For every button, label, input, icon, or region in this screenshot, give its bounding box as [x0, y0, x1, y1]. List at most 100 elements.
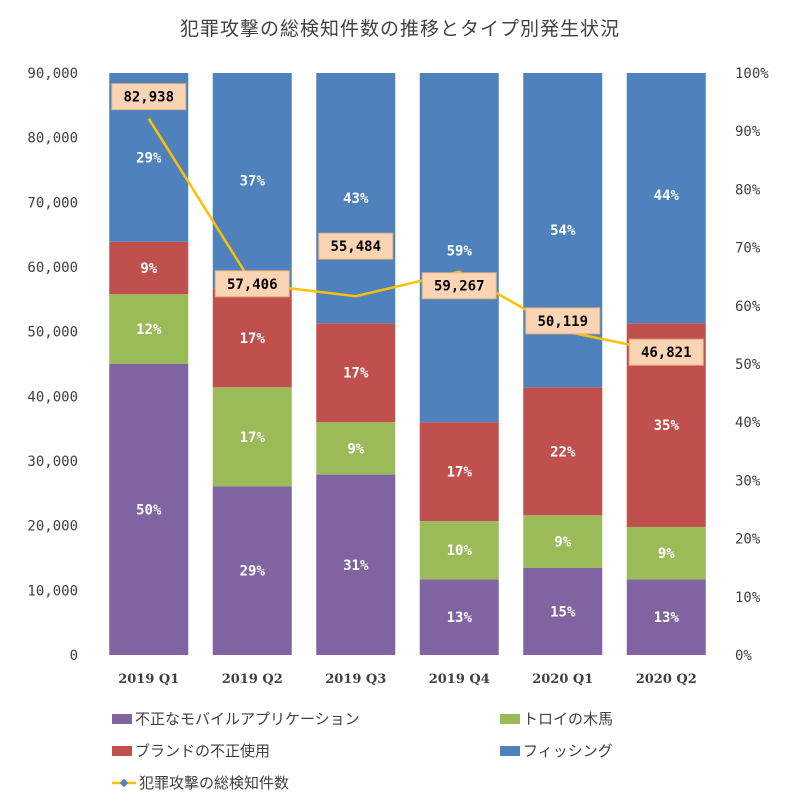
bar-segment	[523, 567, 603, 655]
data-label: 44%	[654, 188, 680, 204]
bar-segment	[212, 387, 292, 487]
x-tick-label: 2019 Q4	[429, 672, 490, 687]
line-data-label: 57,406	[227, 277, 278, 293]
line-data-label-box	[111, 83, 187, 111]
legend-swatch	[500, 745, 520, 756]
legend-swatch	[112, 745, 132, 756]
data-label: 13%	[654, 610, 680, 626]
x-tick-label: 2019 Q1	[118, 672, 179, 687]
bar-segment	[109, 294, 189, 364]
bar-segment	[109, 364, 189, 655]
y-right-tick-label: 30%	[735, 473, 761, 489]
data-label: 17%	[447, 465, 473, 481]
bar-segment	[316, 323, 396, 423]
bar-segment	[109, 241, 189, 295]
line-series	[147, 118, 667, 354]
bar-segment	[316, 73, 396, 324]
data-label: 37%	[240, 174, 266, 190]
y-right-tick-label: 80%	[735, 182, 761, 198]
x-tick-label: 2020 Q1	[532, 672, 593, 687]
data-label: 9%	[658, 546, 675, 562]
data-label: 29%	[136, 150, 162, 166]
y-left-tick-label: 70,000	[27, 195, 78, 211]
data-label: 9%	[554, 535, 571, 551]
data-label: 22%	[550, 444, 576, 460]
line-data-label-box	[628, 338, 704, 366]
data-label: 17%	[240, 331, 266, 347]
legend-item-3: フィッシング	[500, 740, 613, 761]
data-label: 9%	[347, 441, 364, 457]
bar-segment	[626, 579, 706, 655]
data-label: 13%	[447, 610, 473, 626]
y-left-tick-label: 80,000	[27, 131, 78, 147]
y-right-tick-label: 70%	[735, 241, 761, 257]
line-data-label: 55,484	[330, 239, 381, 255]
bar-segment	[212, 288, 292, 388]
data-label: 9%	[140, 261, 157, 277]
data-label: 50%	[136, 503, 162, 519]
y-right-tick-label: 0%	[735, 648, 752, 664]
y-right-tick-label: 10%	[735, 590, 761, 606]
data-label: 54%	[550, 223, 576, 239]
line-data-label-box	[214, 270, 290, 298]
x-tick-label: 2019 Q3	[325, 672, 386, 687]
legend-item-line: 犯罪攻撃の総検知件数	[112, 772, 289, 793]
bar-segment	[212, 73, 292, 289]
bar-segment	[212, 486, 292, 655]
legend-item-1: トロイの木馬	[500, 708, 613, 729]
bar-segment	[316, 474, 396, 655]
data-label: 17%	[343, 366, 369, 382]
legend-item-0: 不正なモバイルアプリケーション	[112, 708, 360, 729]
legend-label: 不正なモバイルアプリケーション	[135, 710, 360, 728]
data-label: 59%	[447, 244, 473, 260]
bar-segment	[626, 526, 706, 580]
bar-segment	[523, 515, 603, 568]
legend-label: トロイの木馬	[523, 710, 614, 728]
bar-segment	[419, 73, 499, 423]
y-left-tick-label: 50,000	[27, 325, 78, 341]
legend-item-2: ブランドの不正使用	[112, 740, 270, 761]
data-label: 10%	[447, 543, 473, 559]
bar-segment	[626, 73, 706, 324]
legend-label: ブランドの不正使用	[135, 742, 271, 760]
y-left-tick-label: 40,000	[27, 389, 78, 405]
data-label: 17%	[240, 430, 266, 446]
line-data-label: 50,119	[537, 314, 588, 330]
legend-label: フィッシング	[523, 742, 613, 760]
legend-label: 犯罪攻撃の総検知件数	[139, 774, 290, 792]
y-right-tick-label: 100%	[735, 66, 769, 82]
bar-segment	[316, 422, 396, 475]
line-data-label: 59,267	[434, 279, 485, 295]
y-right-tick-label: 40%	[735, 415, 761, 431]
data-label: 43%	[343, 191, 369, 207]
y-right-tick-label: 20%	[735, 532, 761, 548]
chart-title: 犯罪攻撃の総検知件数の推移とタイプ別発生状況	[179, 18, 620, 40]
y-left-tick-label: 20,000	[27, 519, 78, 535]
data-label: 15%	[550, 604, 576, 620]
bar-segment	[523, 387, 603, 516]
line-data-label-box	[318, 232, 394, 260]
x-tick-label: 2019 Q2	[222, 672, 283, 687]
y-right-tick-label: 50%	[735, 357, 761, 373]
x-tick-label: 2020 Q2	[636, 672, 697, 687]
data-label: 29%	[240, 564, 266, 580]
line-data-label: 82,938	[123, 90, 174, 106]
data-label: 12%	[136, 322, 162, 338]
y-left-tick-label: 60,000	[27, 260, 78, 276]
legend-swatch	[500, 713, 520, 724]
line-data-label-box	[421, 272, 497, 300]
bar-segment	[419, 579, 499, 655]
y-right-tick-label: 90%	[735, 124, 761, 140]
y-right-tick-label: 60%	[735, 299, 761, 315]
bar-segment	[419, 422, 499, 522]
line-data-label: 46,821	[641, 345, 692, 361]
y-left-tick-label: 10,000	[27, 583, 78, 599]
bar-segment	[523, 73, 603, 388]
y-left-tick-label: 90,000	[27, 66, 78, 82]
legend-swatch	[112, 713, 132, 724]
data-label: 35%	[654, 418, 680, 434]
legend-line-icon	[112, 778, 136, 787]
line-data-label-box	[525, 307, 601, 335]
